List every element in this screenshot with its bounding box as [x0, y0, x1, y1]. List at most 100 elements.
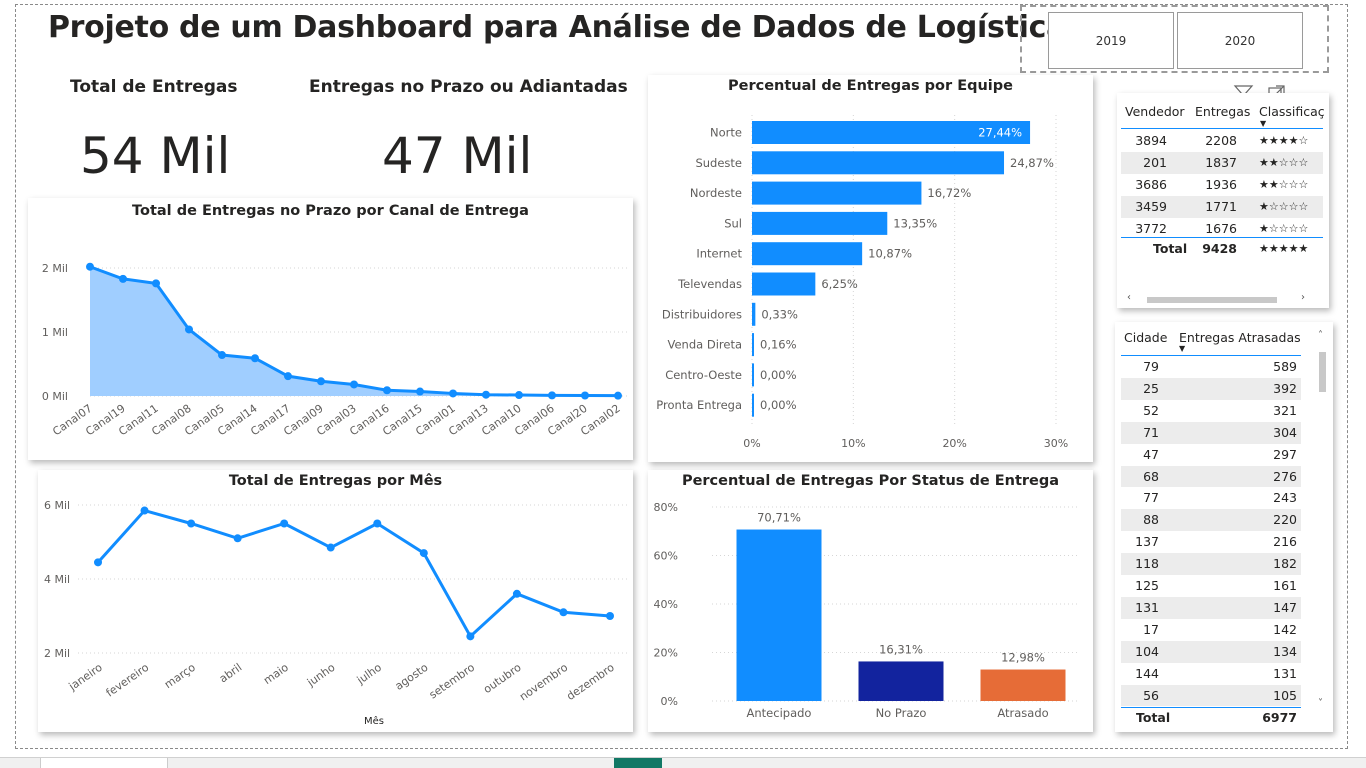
table-row[interactable]: 131 147 — [1121, 596, 1301, 619]
sort-desc-icon: ▼ — [1260, 119, 1267, 128]
slicer-option-2019[interactable]: 2019 — [1048, 12, 1174, 69]
table-row[interactable]: 79 589 — [1121, 356, 1301, 378]
cell-cidade: 71 — [1143, 424, 1159, 440]
table-row[interactable]: 137 216 — [1121, 531, 1301, 553]
data-label: 12,98% — [1001, 651, 1045, 665]
cell-cidade: 144 — [1135, 665, 1159, 681]
col-header-classificacao[interactable]: Classificaç — [1259, 104, 1325, 119]
scroll-thumb[interactable] — [1147, 297, 1277, 303]
area-chart-panel[interactable]: Total de Entregas no Prazo por Canal de … — [28, 198, 633, 460]
bar-Televendas — [752, 272, 816, 296]
cell-cidade: 137 — [1135, 534, 1159, 550]
bar-Distribuidores — [752, 302, 756, 326]
total-value: 6977 — [1262, 710, 1297, 725]
total-label: Total — [1153, 241, 1188, 256]
card-total-entregas-value: 54 Mil — [80, 127, 231, 185]
data-label: 16,31% — [879, 642, 923, 656]
data-point-Canal16 — [383, 386, 391, 395]
cell-stars: ★☆☆☆☆ — [1259, 200, 1309, 213]
cell-vendedor: 3686 — [1135, 177, 1167, 192]
category-label: Televendas — [677, 277, 742, 291]
team-bar-chart-title: Percentual de Entregas por Equipe — [727, 78, 1013, 94]
cell-cidade: 68 — [1143, 468, 1159, 484]
bar-Pronta Entrega — [752, 393, 754, 417]
scroll-up-icon[interactable]: ˄ — [1318, 330, 1323, 341]
cell-cidade: 52 — [1143, 402, 1159, 418]
x-tick-label: agosto — [393, 661, 431, 693]
category-label: Centro-Oeste — [665, 368, 742, 382]
data-label: 0,00% — [760, 368, 797, 382]
table-row[interactable]: 77 243 — [1121, 487, 1301, 509]
table-row[interactable]: 88 220 — [1121, 509, 1301, 532]
cell-stars: ★★☆☆☆ — [1259, 156, 1309, 169]
vendor-table[interactable]: Vendedor Entregas Classificaç ▼ 3894 2208… — [1117, 93, 1329, 308]
cell-entregas-atrasadas: 589 — [1273, 359, 1297, 374]
horizontal-scrollbar[interactable]: ‹ › — [1121, 292, 1323, 306]
cell-entregas-atrasadas: 161 — [1273, 578, 1297, 593]
x-tick-label: junho — [304, 661, 338, 690]
y-tick-label: 2 Mil — [42, 262, 68, 275]
table-row[interactable]: 3686 1936 ★★☆☆☆ — [1121, 174, 1323, 196]
cell-cidade: 47 — [1143, 446, 1159, 462]
vertical-scrollbar[interactable]: ˄ ˅ — [1315, 328, 1329, 716]
cell-entregas-atrasadas: 216 — [1273, 534, 1297, 550]
col-header-vendedor[interactable]: Vendedor — [1125, 104, 1185, 119]
area-fill — [90, 266, 618, 396]
bar-Antecipado — [736, 529, 822, 701]
report-canvas — [15, 4, 1348, 749]
table-row[interactable]: 52 321 — [1121, 400, 1301, 422]
scroll-thumb[interactable] — [1319, 352, 1326, 392]
table-row[interactable]: 3459 1771 ★☆☆☆☆ — [1121, 196, 1323, 218]
team-bar-chart-panel[interactable]: Percentual de Entregas por Equipe 0% 10% 2… — [648, 75, 1093, 462]
team-bar-chart: 0% 10% 20% 30% Norte 27,44% Sudeste 24,87% Norde… — [656, 115, 1068, 450]
line-chart-panel[interactable]: Total de Entregas por Mês 2 Mil 4 Mil 6 Mi… — [38, 470, 633, 732]
table-row[interactable]: 125 161 — [1121, 575, 1301, 597]
col-header-entregas[interactable]: Entregas — [1195, 104, 1251, 119]
line-chart-title: Total de Entregas por Mês — [228, 473, 443, 489]
data-point-Canal01 — [449, 389, 457, 398]
total-label: Total — [1136, 710, 1171, 725]
scroll-right-icon[interactable]: › — [1301, 292, 1305, 303]
scroll-down-icon[interactable]: ˅ — [1318, 698, 1323, 709]
table-row[interactable]: 201 1837 ★★☆☆☆ — [1121, 152, 1323, 174]
category-label: No Prazo — [876, 706, 927, 720]
data-point-Canal08 — [185, 325, 193, 334]
col-header-entregas-atrasadas[interactable]: Entregas Atrasadas — [1179, 330, 1301, 345]
cell-cidade: 125 — [1135, 578, 1159, 593]
table-row[interactable]: 144 131 — [1121, 663, 1301, 685]
bar-Nordeste — [752, 181, 922, 205]
col-header-cidade[interactable]: Cidade — [1124, 330, 1168, 345]
x-tick-label: julho — [354, 661, 384, 688]
x-tick-label: outubro — [481, 661, 524, 696]
table-row[interactable]: 3894 2208 ★★★★☆ — [1121, 130, 1323, 152]
table-row[interactable]: 56 105 — [1121, 684, 1301, 707]
table-row[interactable]: 3772 1676 ★☆☆☆☆ — [1121, 218, 1323, 240]
bar-Centro-Oeste — [752, 363, 754, 387]
data-label: 16,72% — [927, 186, 971, 200]
cell-stars: ★☆☆☆☆ — [1259, 222, 1309, 235]
total-entregas: 9428 — [1202, 241, 1237, 256]
add-page-button[interactable] — [614, 758, 662, 768]
table-row[interactable]: 47 297 — [1121, 444, 1301, 466]
y-tick-label: 80% — [654, 501, 678, 514]
page-tab-active[interactable] — [40, 758, 168, 768]
cell-entregas-atrasadas: 304 — [1273, 424, 1297, 440]
bar-Norte — [752, 121, 1031, 144]
x-tick-label: dezembro — [564, 661, 617, 703]
category-label: Pronta Entrega — [656, 398, 742, 412]
table-row[interactable]: 71 304 — [1121, 421, 1301, 444]
data-point-fevereiro — [140, 506, 149, 515]
table-row[interactable]: 25 392 — [1121, 377, 1301, 400]
status-bar-chart-panel[interactable]: Percentual de Entregas Por Status de Ent… — [648, 470, 1093, 732]
table-row[interactable]: 118 182 — [1121, 553, 1301, 575]
table-row[interactable]: 104 134 — [1121, 640, 1301, 663]
cell-entregas: 1771 — [1205, 199, 1237, 214]
data-point-Canal05 — [218, 351, 226, 360]
table-row[interactable]: 17 142 — [1121, 619, 1301, 641]
slicer-option-2020[interactable]: 2020 — [1177, 12, 1303, 69]
city-table[interactable]: Cidade Entregas Atrasadas ▼ 79 589 25 392 52… — [1115, 322, 1333, 732]
cell-cidade: 77 — [1143, 490, 1159, 506]
scroll-left-icon[interactable]: ‹ — [1127, 292, 1131, 303]
table-row[interactable]: 68 276 — [1121, 465, 1301, 488]
cell-entregas-atrasadas: 147 — [1273, 599, 1297, 615]
